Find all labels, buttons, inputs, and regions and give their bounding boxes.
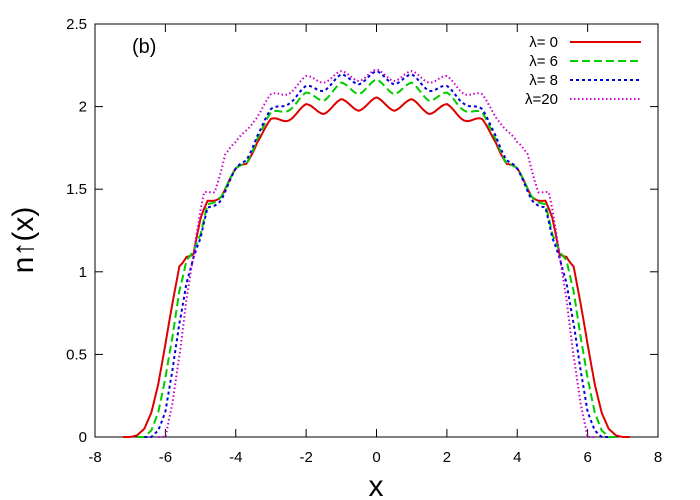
y-tick-label: 1 bbox=[79, 264, 87, 281]
series-line bbox=[144, 70, 609, 438]
legend-label: λ=20 bbox=[525, 91, 558, 108]
x-tick-label: -4 bbox=[229, 449, 242, 466]
legend: λ= 0 λ= 6 λ= 8 λ=20 bbox=[525, 34, 641, 108]
series-line bbox=[158, 68, 595, 438]
y-tick-label: 0.5 bbox=[66, 346, 87, 363]
legend-label: λ= 0 bbox=[529, 34, 558, 51]
y-tick-label: 0 bbox=[79, 429, 87, 446]
y-tick-label: 2 bbox=[79, 99, 87, 116]
series-line bbox=[137, 78, 616, 438]
x-axis-title: x bbox=[369, 470, 384, 500]
x-tick-label: 2 bbox=[443, 449, 451, 466]
y-tick-label: 2.5 bbox=[66, 16, 87, 33]
y-axis-title: n↑(x) bbox=[7, 207, 40, 274]
axis-ticks bbox=[94, 23, 659, 438]
x-tick-label: -6 bbox=[159, 449, 172, 466]
axis-tick-labels: -8 -6 -4 -2 0 2 4 6 8 0 0.5 1 1.5 2 2.5 bbox=[66, 16, 662, 466]
plot-frame bbox=[94, 23, 659, 438]
x-tick-label: -8 bbox=[88, 449, 101, 466]
x-tick-label: 8 bbox=[654, 449, 662, 466]
x-tick-label: 6 bbox=[583, 449, 591, 466]
x-tick-label: 0 bbox=[372, 449, 380, 466]
legend-label: λ= 6 bbox=[529, 53, 558, 70]
x-tick-label: 4 bbox=[513, 449, 521, 466]
y-tick-label: 1.5 bbox=[66, 181, 87, 198]
legend-label: λ= 8 bbox=[529, 72, 558, 89]
panel-label: (b) bbox=[132, 36, 156, 58]
series-lines bbox=[123, 68, 630, 438]
series-line bbox=[123, 96, 630, 438]
x-tick-label: -2 bbox=[299, 449, 312, 466]
